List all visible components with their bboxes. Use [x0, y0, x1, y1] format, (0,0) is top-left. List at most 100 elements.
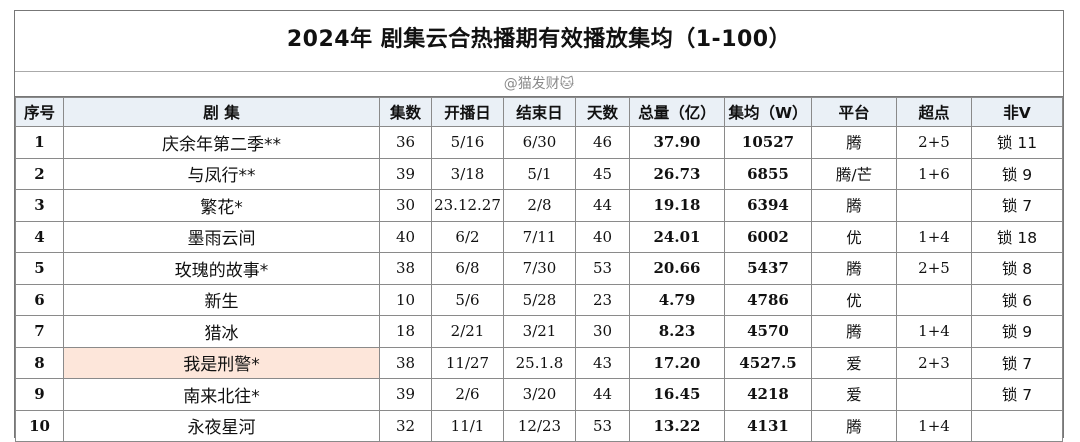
cell-platform: 腾 [811, 252, 897, 285]
col-header-average: 集均（W） [724, 97, 812, 127]
ranking-sheet: 2024年 剧集云合热播期有效播放集均（1-100） @猫发财🐱 序号 剧 集 … [14, 10, 1064, 442]
cell-platform: 腾 [811, 315, 897, 348]
table-row: 9 南来北往* 39 2/6 3/20 44 16.45 4218 爱 锁 7 [15, 378, 1063, 411]
cell-total: 17.20 [629, 346, 725, 379]
col-header-end-date: 结束日 [503, 97, 576, 127]
cell-start-date: 5/16 [431, 126, 504, 159]
cell-index: 4 [15, 220, 64, 253]
cell-total: 19.18 [629, 189, 725, 222]
cell-platform: 优 [811, 220, 897, 253]
cell-super-episodes [896, 378, 972, 411]
cell-total: 26.73 [629, 157, 725, 190]
cell-drama-name: 与凤行** [63, 157, 380, 190]
cell-platform: 腾 [811, 126, 897, 159]
cell-drama-name: 猎冰 [63, 315, 380, 348]
cell-non-vip: 锁 7 [971, 378, 1063, 411]
cell-average: 4570 [724, 315, 812, 348]
cell-average: 6002 [724, 220, 812, 253]
cell-days: 45 [575, 157, 630, 190]
cell-index: 7 [15, 315, 64, 348]
cell-platform: 腾 [811, 189, 897, 222]
cell-days: 30 [575, 315, 630, 348]
cell-platform: 爱 [811, 346, 897, 379]
cell-days: 53 [575, 252, 630, 285]
cell-start-date: 2/21 [431, 315, 504, 348]
author-credit: @猫发财🐱 [15, 72, 1063, 97]
col-header-index: 序号 [15, 97, 64, 127]
cell-platform: 优 [811, 283, 897, 316]
cell-end-date: 6/30 [503, 126, 576, 159]
cell-non-vip [971, 409, 1063, 442]
table-row: 3 繁花* 30 23.12.27 2/8 44 19.18 6394 腾 锁 7 [15, 189, 1063, 222]
cell-index: 8 [15, 346, 64, 379]
cell-total: 13.22 [629, 409, 725, 442]
cell-super-episodes: 2+5 [896, 126, 972, 159]
col-header-non-vip: 非V [971, 97, 1063, 127]
cell-platform: 爱 [811, 378, 897, 411]
col-header-super-episodes: 超点 [896, 97, 972, 127]
cell-episodes: 32 [379, 409, 432, 442]
cell-end-date: 5/28 [503, 283, 576, 316]
cell-drama-name: 玫瑰的故事* [63, 252, 380, 285]
cell-average: 4786 [724, 283, 812, 316]
cell-days: 40 [575, 220, 630, 253]
cell-non-vip: 锁 8 [971, 252, 1063, 285]
col-header-drama: 剧 集 [63, 97, 380, 127]
cell-super-episodes: 1+4 [896, 409, 972, 442]
cell-super-episodes: 1+4 [896, 220, 972, 253]
table-row: 2 与凤行** 39 3/18 5/1 45 26.73 6855 腾/芒 1+6 锁 9 [15, 157, 1063, 190]
cell-total: 24.01 [629, 220, 725, 253]
cell-start-date: 23.12.27 [431, 189, 504, 222]
header-row: 序号 剧 集 集数 开播日 结束日 天数 总量（亿） 集均（W） 平台 超点 非… [15, 97, 1063, 127]
cell-total: 20.66 [629, 252, 725, 285]
cell-drama-name: 永夜星河 [63, 409, 380, 442]
cell-index: 3 [15, 189, 64, 222]
cell-days: 44 [575, 378, 630, 411]
cell-non-vip: 锁 11 [971, 126, 1063, 159]
cell-index: 6 [15, 283, 64, 316]
cell-end-date: 3/21 [503, 315, 576, 348]
cell-end-date: 3/20 [503, 378, 576, 411]
cell-episodes: 30 [379, 189, 432, 222]
cell-non-vip: 锁 7 [971, 346, 1063, 379]
cell-platform: 腾 [811, 409, 897, 442]
cell-non-vip: 锁 6 [971, 283, 1063, 316]
table-row: 7 猎冰 18 2/21 3/21 30 8.23 4570 腾 1+4 锁 9 [15, 315, 1063, 348]
cell-end-date: 2/8 [503, 189, 576, 222]
cell-index: 1 [15, 126, 64, 159]
cell-non-vip: 锁 9 [971, 157, 1063, 190]
cell-episodes: 39 [379, 157, 432, 190]
cell-non-vip: 锁 9 [971, 315, 1063, 348]
cell-drama-name: 南来北往* [63, 378, 380, 411]
cell-episodes: 18 [379, 315, 432, 348]
cell-index: 10 [15, 409, 64, 442]
cell-days: 23 [575, 283, 630, 316]
cell-super-episodes: 1+4 [896, 315, 972, 348]
cell-average: 6855 [724, 157, 812, 190]
drama-ranking-table: 序号 剧 集 集数 开播日 结束日 天数 总量（亿） 集均（W） 平台 超点 非… [15, 97, 1063, 442]
col-header-total: 总量（亿） [629, 97, 725, 127]
cell-end-date: 7/30 [503, 252, 576, 285]
cell-start-date: 11/27 [431, 346, 504, 379]
table-body: 1 庆余年第二季** 36 5/16 6/30 46 37.90 10527 腾 2+5 锁 11 2… [15, 126, 1063, 442]
cell-start-date: 3/18 [431, 157, 504, 190]
cell-drama-name: 我是刑警* [63, 346, 380, 379]
cell-total: 16.45 [629, 378, 725, 411]
cell-average: 5437 [724, 252, 812, 285]
cell-end-date: 7/11 [503, 220, 576, 253]
cell-days: 53 [575, 409, 630, 442]
cell-index: 5 [15, 252, 64, 285]
cell-start-date: 5/6 [431, 283, 504, 316]
cell-super-episodes [896, 283, 972, 316]
cell-super-episodes: 1+6 [896, 157, 972, 190]
cell-drama-name: 庆余年第二季** [63, 126, 380, 159]
cell-start-date: 6/8 [431, 252, 504, 285]
cell-episodes: 40 [379, 220, 432, 253]
cell-start-date: 6/2 [431, 220, 504, 253]
cell-episodes: 38 [379, 252, 432, 285]
cell-start-date: 2/6 [431, 378, 504, 411]
col-header-platform: 平台 [811, 97, 897, 127]
cell-super-episodes: 2+3 [896, 346, 972, 379]
cell-super-episodes: 2+5 [896, 252, 972, 285]
table-row: 4 墨雨云间 40 6/2 7/11 40 24.01 6002 优 1+4 锁 18 [15, 220, 1063, 253]
